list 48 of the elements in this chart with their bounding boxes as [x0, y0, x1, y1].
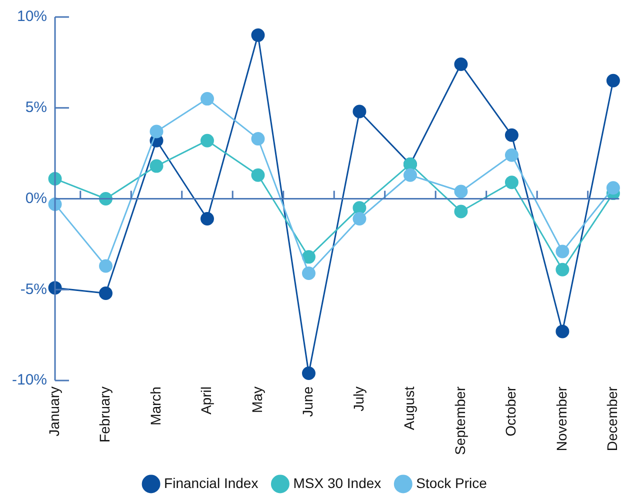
point — [454, 58, 468, 72]
y-tick-label: 5% — [25, 99, 48, 116]
x-tick-label: October — [502, 386, 519, 436]
point — [200, 134, 214, 148]
x-tick-label: April — [198, 386, 214, 415]
point — [454, 184, 468, 198]
point — [99, 259, 113, 273]
point — [251, 132, 265, 146]
y-tick-label: 10% — [16, 8, 48, 26]
point — [302, 366, 316, 380]
point — [352, 201, 366, 215]
point — [556, 244, 570, 258]
point — [302, 250, 316, 264]
point — [200, 92, 214, 106]
point — [606, 74, 620, 88]
x-tick-label: May — [248, 386, 265, 413]
point — [454, 204, 468, 218]
point — [302, 266, 316, 280]
x-tick-label: June — [300, 386, 316, 417]
x-tick-label: August — [401, 386, 418, 430]
x-tick-label: September — [452, 386, 468, 455]
point — [251, 168, 265, 182]
point — [99, 286, 113, 300]
legend-label: MSX 30 Index — [293, 474, 382, 491]
point — [504, 128, 518, 142]
point — [504, 176, 518, 190]
point — [251, 28, 265, 42]
y-tick-label: -5% — [20, 280, 48, 298]
x-tick-label: July — [350, 386, 366, 412]
legend-label: Financial Index — [164, 474, 258, 491]
point — [556, 262, 570, 276]
x-tick-label: December — [604, 386, 620, 452]
point — [150, 124, 164, 138]
x-tick-label: March — [147, 386, 164, 426]
y-tick-label: 0% — [25, 190, 48, 207]
legend-label: Stock Price — [416, 474, 488, 491]
point — [606, 181, 620, 195]
point — [352, 212, 366, 226]
x-tick-label: November — [553, 386, 570, 452]
point — [352, 104, 366, 118]
point — [504, 148, 518, 162]
x-tick-label: February — [96, 386, 113, 443]
point — [556, 324, 570, 338]
point — [150, 159, 164, 173]
y-tick-label: -10% — [12, 372, 48, 389]
x-tick-label: January — [46, 386, 62, 436]
point — [403, 168, 417, 182]
point — [200, 212, 214, 226]
